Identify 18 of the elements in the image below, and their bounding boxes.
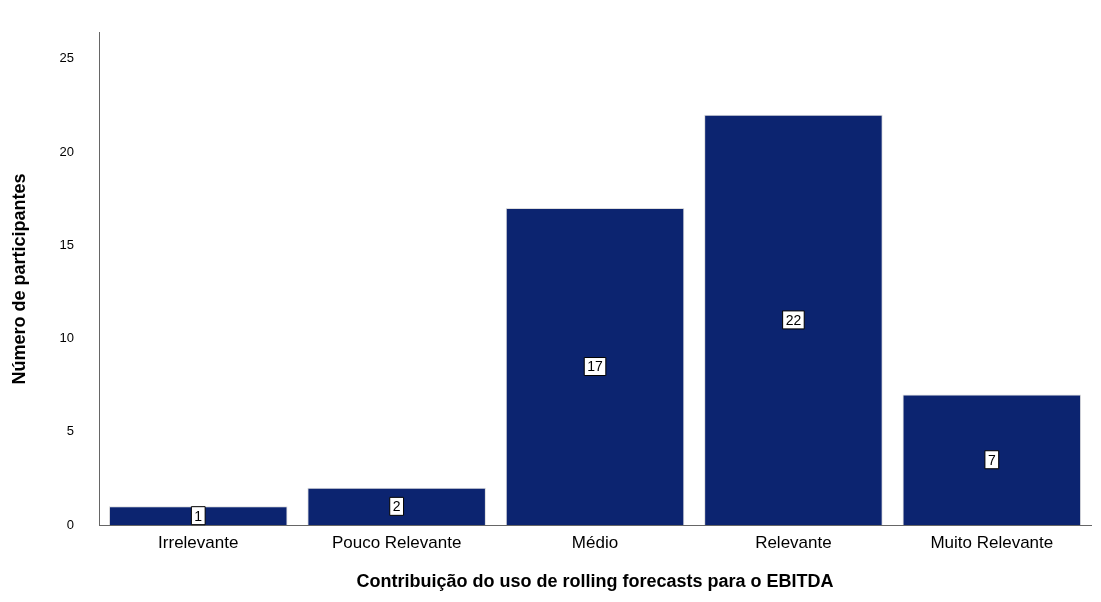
x-tick-label: Muito Relevante [930,532,1054,552]
x-tick-label: Relevante [755,532,832,552]
y-tick-label: 10 [59,330,75,346]
y-tick-label: 25 [59,50,75,66]
data-label: 7 [987,451,996,468]
data-label: 1 [194,507,203,524]
y-tick-label: 5 [66,423,75,439]
x-tick-label: Irrelevante [158,532,239,552]
y-axis-title: Número de participantes [8,173,29,385]
y-tick-label: 20 [59,143,75,159]
x-tick-label: Pouco Relevante [331,532,462,552]
x-axis-title: Contribuição do uso de rolling forecasts para o EBITDA [356,571,834,592]
data-label: 22 [785,311,802,328]
y-tick-label: 15 [59,236,75,252]
data-label: 17 [587,358,604,375]
data-label: 2 [392,498,401,515]
x-tick-label: Médio [571,532,619,552]
y-tick-label: 0 [66,516,75,532]
